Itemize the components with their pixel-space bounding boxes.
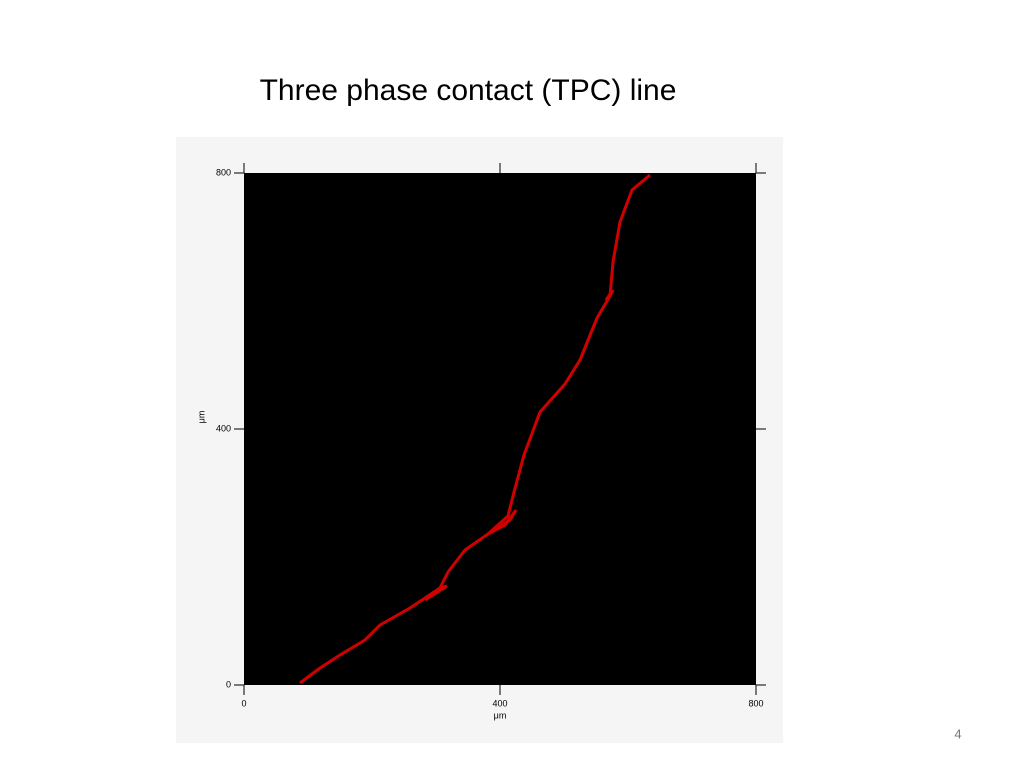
y-tick-label: 0: [226, 679, 231, 689]
x-tick-label: 400: [492, 698, 507, 708]
x-tick-label: 800: [748, 698, 763, 708]
page-number: 4: [954, 726, 961, 741]
y-axis-label: μm: [196, 411, 206, 424]
slide-title: Three phase contact (TPC) line: [260, 74, 677, 107]
x-axis-label: μm: [494, 710, 507, 720]
x-tick-label: 0: [241, 698, 246, 708]
y-tick-label: 400: [216, 423, 231, 433]
tpc-line: [299, 173, 651, 685]
y-tick-label: 800: [216, 167, 231, 177]
microscopy-image: [244, 173, 756, 685]
frame-ticks: [234, 163, 766, 695]
tpc-line-thick: [424, 289, 615, 602]
